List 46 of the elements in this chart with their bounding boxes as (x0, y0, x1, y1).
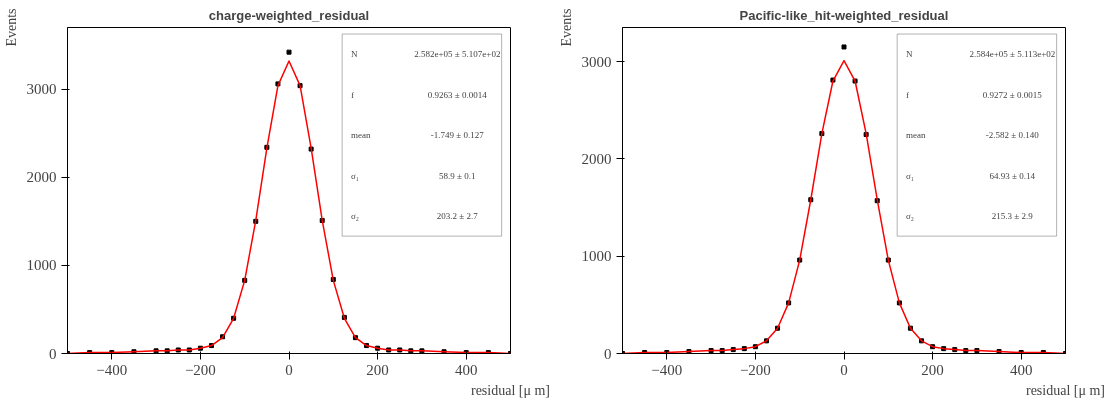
annotation: 58.9 ± 0.1 (439, 170, 476, 181)
y-tick-label: 2000 (581, 150, 612, 167)
y-tick-label: 2000 (26, 169, 57, 186)
annotation: -1.749 ± 0.127 (430, 130, 485, 141)
annotation: 64.93 ± 0.14 (989, 170, 1036, 181)
point (841, 44, 847, 50)
chart-title: Pacific-like_hit-weighted_residual (739, 7, 949, 23)
x-tick-label: −400 (651, 361, 683, 378)
annotation: 0.9272 ± 0.0015 (982, 89, 1043, 100)
x-axis-title: residual [μ m] (470, 382, 551, 398)
x-tick-label: −200 (739, 361, 771, 378)
x-tick-label: −200 (184, 361, 216, 378)
y-tick-label: 3000 (26, 81, 57, 98)
annotation: f (351, 89, 355, 100)
annotation: N (351, 49, 359, 60)
annotation: 2.582e+05 ± 5.107e+02 (414, 49, 501, 60)
y-tick-label: 1000 (26, 257, 57, 274)
annotation: 0.9263 ± 0.0014 (427, 89, 488, 100)
annotation: N (906, 49, 914, 60)
point (286, 49, 292, 55)
y-tick-label: 1000 (581, 248, 612, 265)
y-axis-title: Events (3, 8, 19, 47)
annotation: mean (906, 130, 927, 141)
x-tick-label: 200 (921, 361, 944, 378)
annotation: f (906, 89, 910, 100)
chart-title: charge-weighted_residual (208, 7, 370, 23)
y-tick-label: 0 (604, 345, 612, 362)
annotation: σ₁ (351, 170, 360, 181)
y-tick-label: 3000 (581, 53, 612, 70)
y-axis-title: Events (558, 8, 574, 47)
annotation: σ₁ (906, 170, 915, 181)
x-axis-title: residual [μ m] (1025, 382, 1106, 398)
x-tick-label: 0 (840, 361, 848, 378)
annotation: 2.584e+05 ± 5.113e+02 (969, 49, 1056, 60)
x-tick-label: −400 (96, 361, 128, 378)
x-tick-label: 400 (1009, 361, 1033, 378)
annotation: σ₂ (906, 210, 915, 221)
x-tick-label: 400 (454, 361, 478, 378)
x-tick-label: 200 (366, 361, 389, 378)
annotation: 203.2 ± 2.7 (436, 210, 479, 221)
y-tick-label: 0 (49, 345, 57, 362)
annotation: mean (351, 130, 372, 141)
x-tick-label: 0 (285, 361, 293, 378)
annotation: 215.3 ± 2.9 (991, 210, 1034, 221)
annotation: σ₂ (351, 210, 360, 221)
annotation: -2.582 ± 0.140 (985, 130, 1040, 141)
